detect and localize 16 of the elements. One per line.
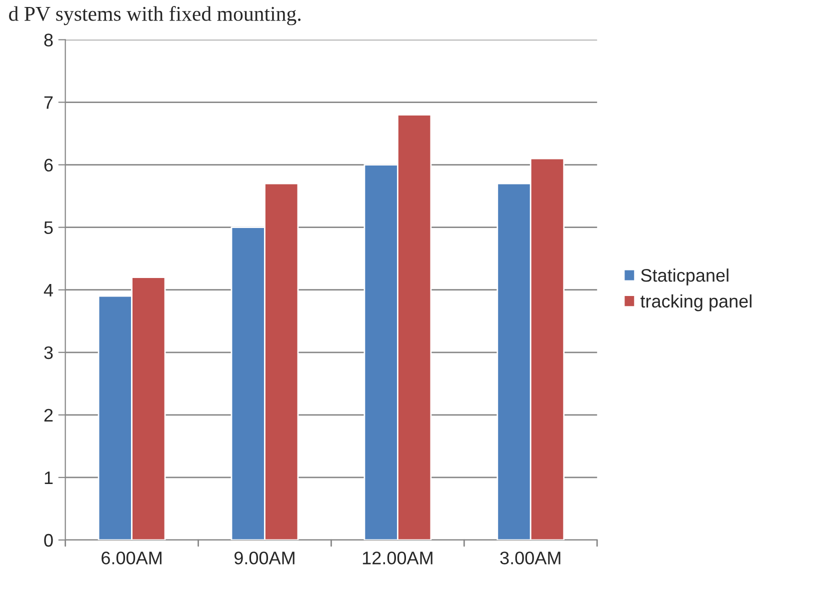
y-tick-label: 2 [44, 408, 53, 422]
y-tick-label: 5 [44, 221, 53, 234]
x-tick-label: 6.00AM [102, 552, 162, 564]
y-tick-label: 8 [44, 34, 53, 46]
x-tick-label: 12.00AM [362, 552, 432, 564]
x-tick-label: 9.00AM [234, 552, 294, 564]
text: d PV systems with fixed mounting. [9, 6, 301, 26]
x-tick-label: 3.00AM [500, 552, 560, 564]
legend-label: tracking panel [640, 294, 752, 312]
y-tick-label: 6 [44, 158, 53, 172]
y-tick-label: 4 [44, 284, 53, 296]
y-tick-label: 1 [44, 472, 53, 484]
y-tick-label: 0 [44, 534, 53, 547]
legend-label: Staticpanel [641, 268, 728, 286]
y-tick-label: 3 [44, 346, 53, 360]
y-tick-label: 7 [44, 96, 53, 109]
